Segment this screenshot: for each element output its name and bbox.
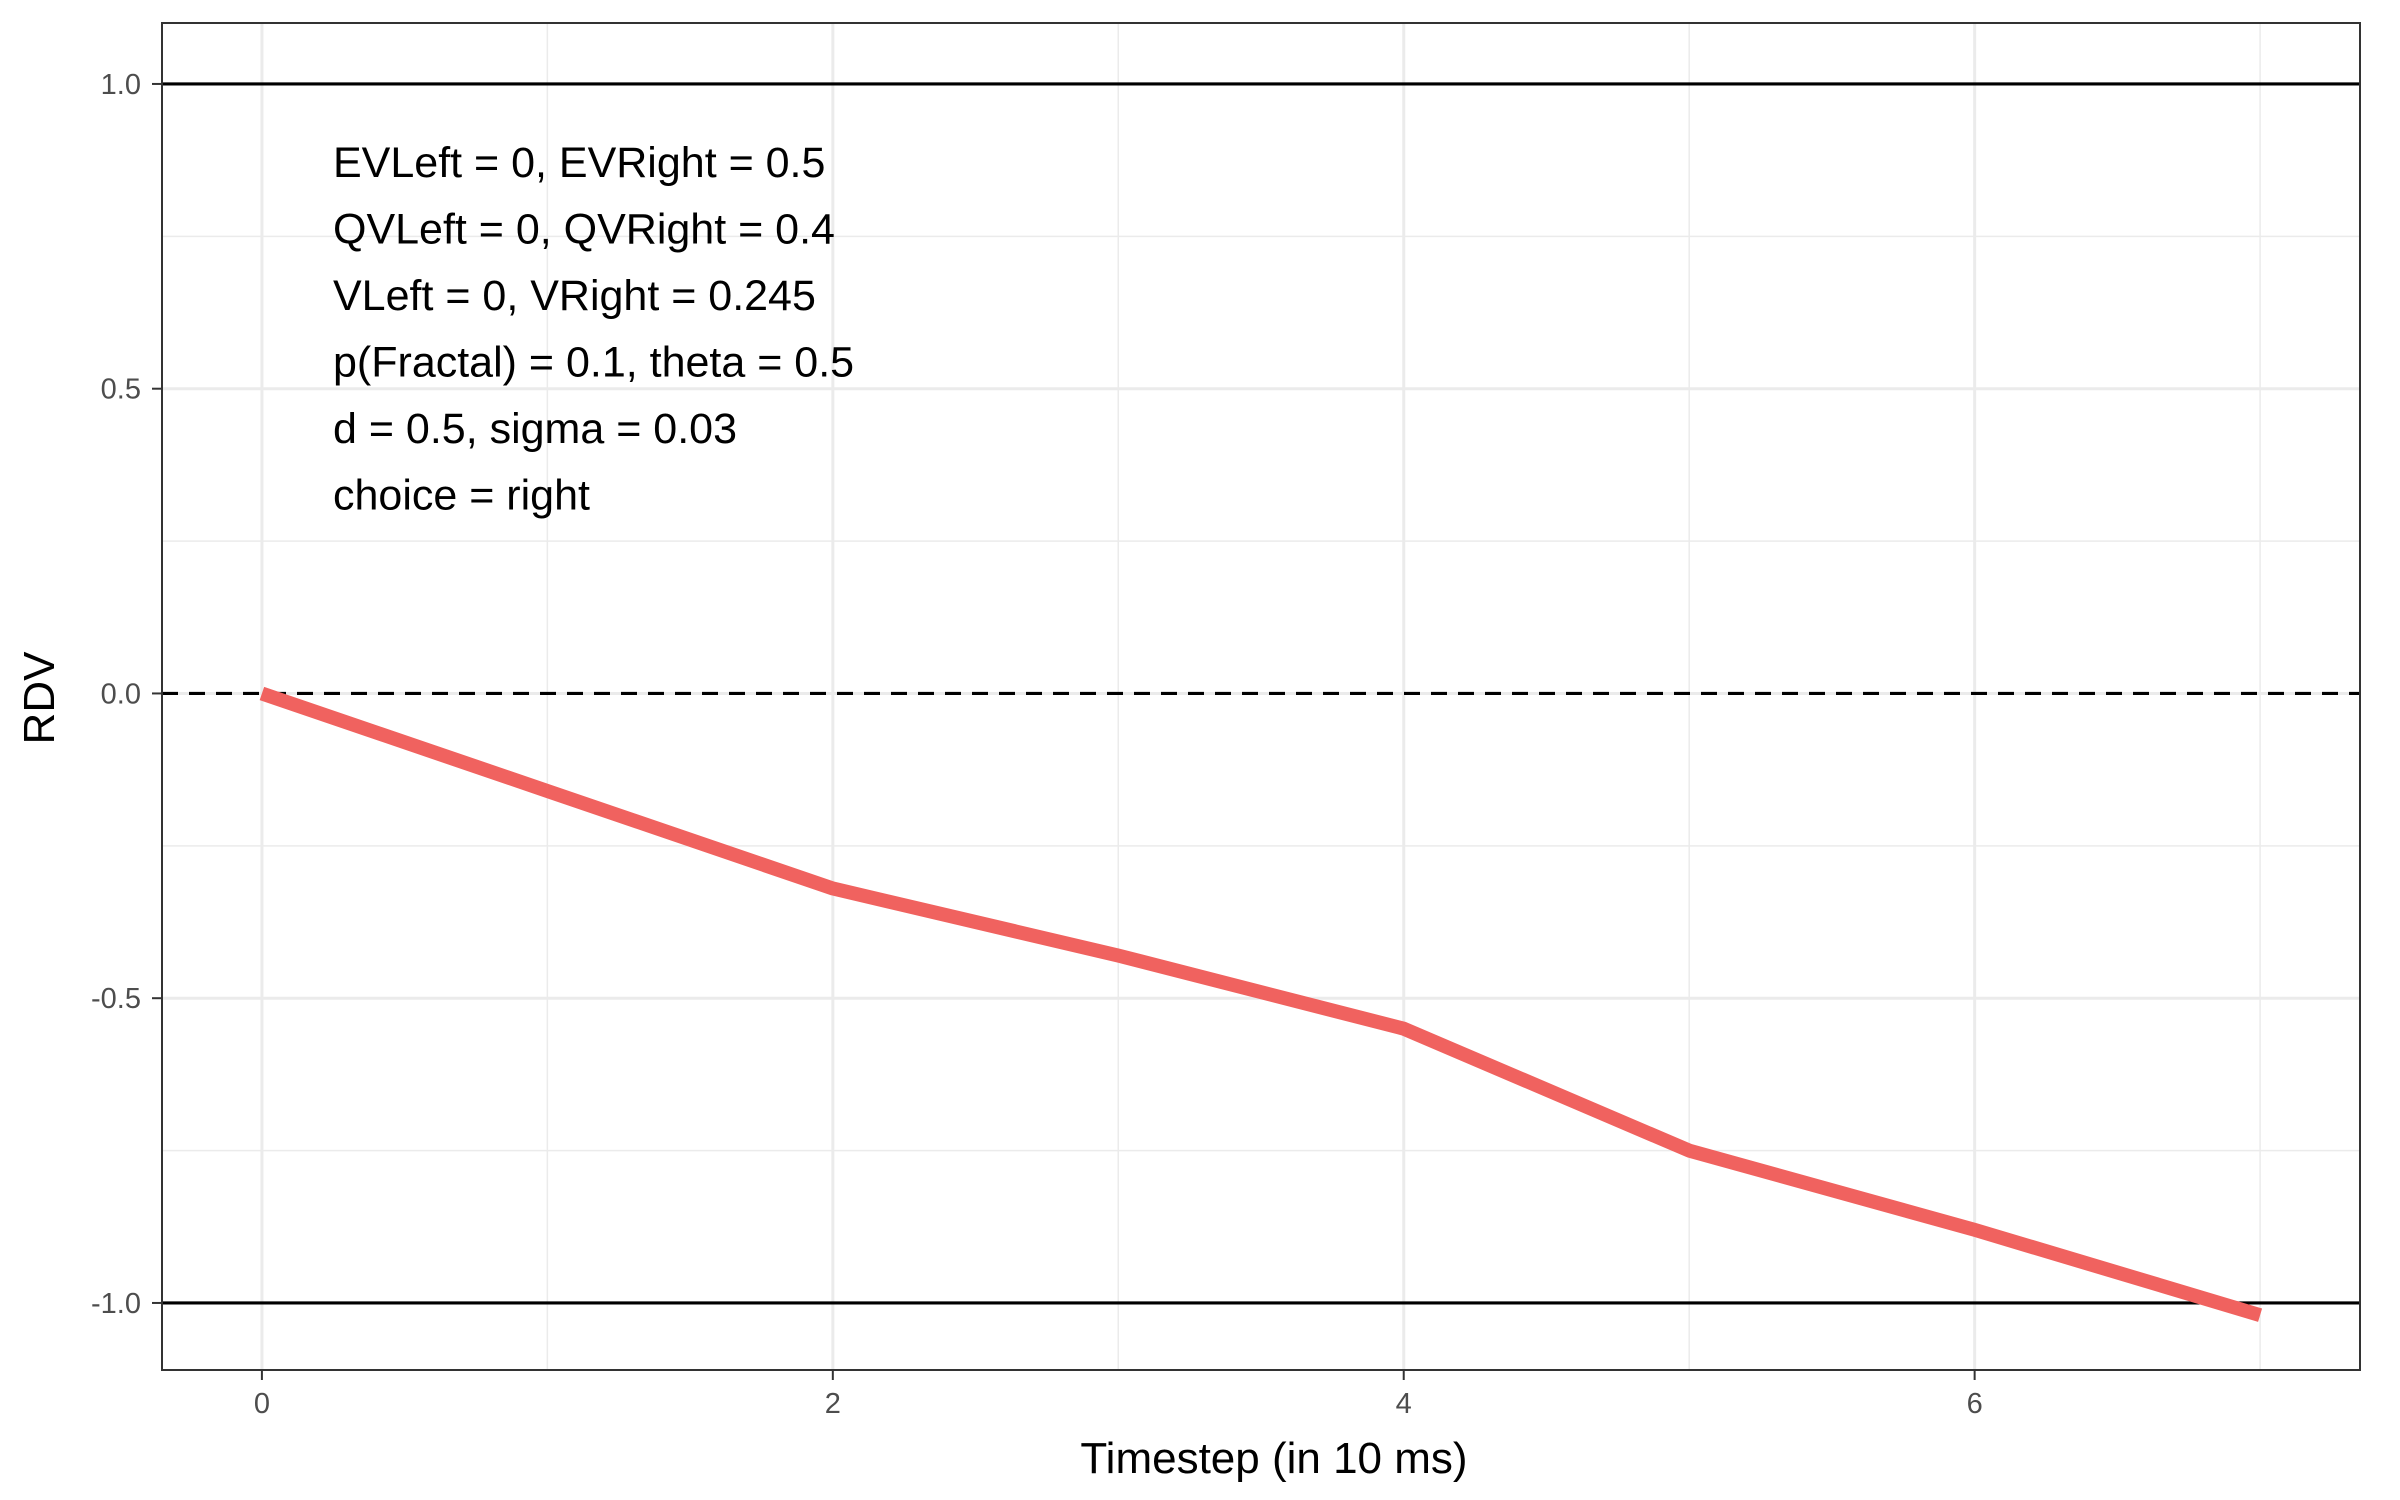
- annotation-line: p(Fractal) = 0.1, theta = 0.5: [333, 339, 854, 387]
- x-tick-label: 6: [1967, 1388, 1983, 1420]
- panel-background: [162, 23, 2360, 1370]
- annotation-line: QVLeft = 0, QVRight = 0.4: [333, 206, 835, 254]
- x-axis: 0 2 4 6: [254, 1370, 1983, 1420]
- x-tick-label: 2: [825, 1388, 841, 1420]
- rdv-series-line: [259, 686, 2263, 1322]
- y-tick-label: -1.0: [91, 1288, 141, 1320]
- y-axis-title: RDV: [15, 651, 64, 745]
- series-layer: [259, 686, 2263, 1322]
- minor-gridlines: [162, 23, 2360, 1370]
- y-tick-label: 0.5: [101, 374, 141, 406]
- annotation-line: VLeft = 0, VRight = 0.245: [333, 272, 816, 320]
- y-tick-label: 0.0: [101, 678, 141, 710]
- x-tick-label: 4: [1396, 1388, 1412, 1420]
- panel-border: [161, 22, 2361, 1371]
- annotation-line: EVLeft = 0, EVRight = 0.5: [333, 139, 825, 187]
- annotation-box: EVLeft = 0, EVRight = 0.5 QVLeft = 0, QVR…: [333, 139, 854, 520]
- annotation-line: d = 0.5, sigma = 0.03: [333, 405, 737, 453]
- y-tick-label: 1.0: [101, 69, 141, 101]
- x-tick-label: 0: [254, 1388, 270, 1420]
- annotation-line: choice = right: [333, 472, 590, 520]
- reference-lines: [162, 82, 2360, 1305]
- y-tick-label: -0.5: [91, 983, 141, 1015]
- y-axis: -1.0 -0.5 0.0 0.5 1.0: [91, 69, 162, 1320]
- x-axis-title: Timestep (in 10 ms): [1080, 1434, 1467, 1483]
